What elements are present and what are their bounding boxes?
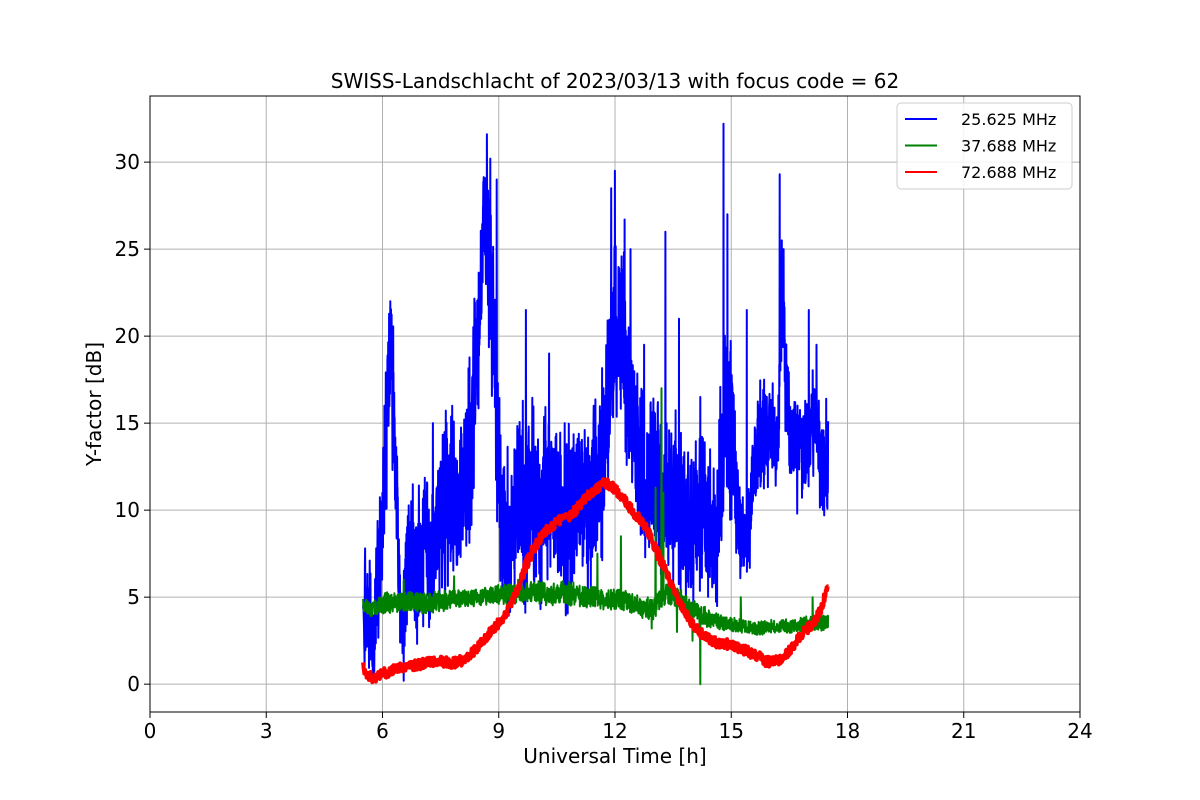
legend: 25.625 MHz 37.688 MHz 72.688 MHz [896, 102, 1073, 190]
x-tick-label-6: 18 [835, 719, 860, 743]
y-tick-label-5: 25 [115, 237, 140, 261]
series-layer [361, 122, 830, 686]
x-axis-label: Universal Time [h] [523, 744, 706, 768]
x-tick-label-7: 21 [951, 719, 976, 743]
y-tick-label-2: 10 [115, 498, 140, 522]
y-tick-label-6: 30 [115, 150, 140, 174]
x-tick-label-1: 3 [260, 719, 273, 743]
x-tick-label-3: 9 [492, 719, 505, 743]
y-tick-label-0: 0 [127, 672, 140, 696]
x-tick-label-5: 15 [719, 719, 744, 743]
x-tick-label-8: 24 [1067, 719, 1092, 743]
series-line-1 [362, 387, 830, 686]
axis-ticks: 0 3 6 9 12 15 18 21 24 0 5 10 15 20 25 30 [115, 150, 1093, 743]
chart-title: SWISS-Landschlacht of 2023/03/13 with fo… [331, 69, 899, 93]
legend-label-0: 25.625 MHz [961, 110, 1056, 129]
x-tick-label-2: 6 [376, 719, 389, 743]
series-line-2 [361, 477, 830, 685]
legend-label-2: 72.688 MHz [961, 163, 1056, 182]
x-tick-label-4: 12 [602, 719, 627, 743]
legend-label-1: 37.688 MHz [961, 137, 1056, 156]
legend-box [896, 102, 1073, 190]
y-tick-label-4: 20 [115, 324, 140, 348]
y-tick-label-3: 15 [115, 411, 140, 435]
y-axis-label: Y-factor [dB] [82, 342, 106, 467]
x-tick-label-0: 0 [144, 719, 157, 743]
y-tick-label-1: 5 [127, 585, 140, 609]
